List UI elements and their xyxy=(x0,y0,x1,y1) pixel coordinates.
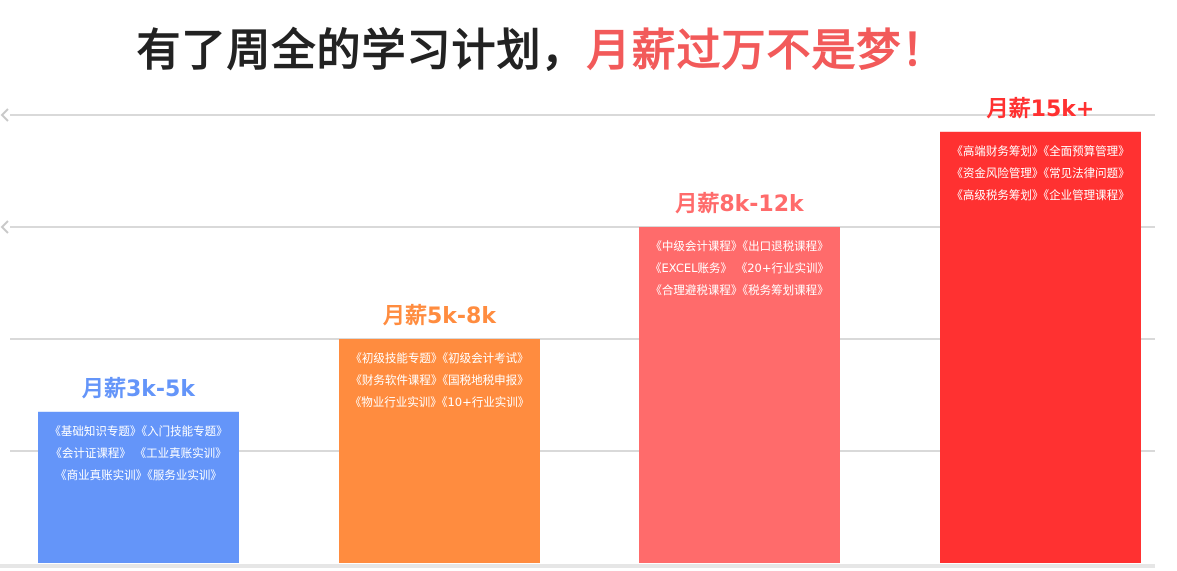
axis-chevron-icon xyxy=(0,220,9,234)
bar-category-label: 月薪8k-12k xyxy=(674,191,805,217)
page-title: 有了周全的学习计划，月薪过万不是梦！ xyxy=(0,14,1083,78)
bar-course-text: 《物业行业实训》《10+行业实训》 xyxy=(350,395,530,409)
bar xyxy=(38,411,239,563)
bar xyxy=(639,227,840,563)
title-main: 有了周全的学习计划， xyxy=(136,25,587,76)
bar xyxy=(339,339,540,563)
bar-course-text: 《会计证课程》 《工业真账实训》 xyxy=(50,446,226,460)
bar-course-text: 《高端财务筹划》《全面预算管理》 xyxy=(951,144,1129,158)
bar xyxy=(940,131,1141,564)
bar-category-label: 月薪5k-8k xyxy=(382,303,497,329)
bar-course-text: 《EXCEL账务》 《20+行业实训》 xyxy=(650,261,829,275)
bar-course-text: 《初级技能专题》《初级会计考试》 xyxy=(350,351,528,365)
bar-category-label: 月薪15k+ xyxy=(986,96,1095,122)
bar-course-text: 《基础知识专题》《入门技能专题》 xyxy=(49,424,227,438)
bar-course-text: 《合理避税课程》《税务筹划课程》 xyxy=(650,283,828,297)
title-highlight: 月薪过万不是梦！ xyxy=(586,25,947,76)
bar-course-text: 《中级会计课程》《出口退税课程》 xyxy=(650,239,828,253)
bar-course-text: 《高级税务筹划》《企业管理课程》 xyxy=(951,188,1129,202)
bar-category-label: 月薪3k-5k xyxy=(81,376,196,402)
bar-course-text: 《资金风险管理》《常见法律问题》 xyxy=(951,166,1129,180)
bar-course-text: 《财务软件课程》《国税地税申报》 xyxy=(350,373,528,387)
bar-course-text: 《商业真账实训》《服务业实训》 xyxy=(55,468,222,482)
axis-chevron-icon xyxy=(0,108,9,122)
